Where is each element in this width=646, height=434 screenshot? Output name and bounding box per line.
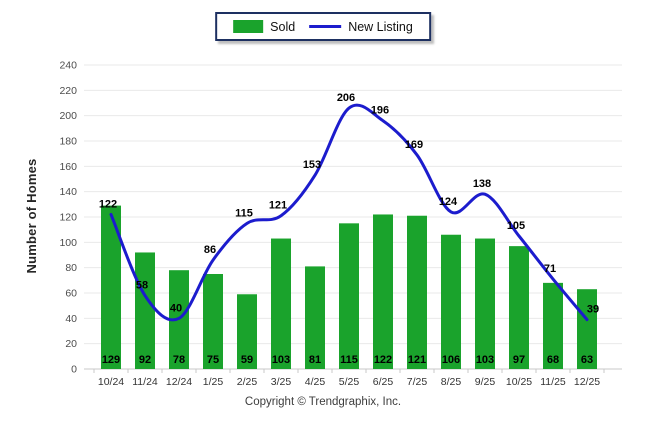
bar-sold: [101, 205, 121, 369]
y-tick-label: 40: [65, 313, 77, 325]
bar-sold: [441, 234, 461, 369]
x-axis-label: 11/24: [132, 376, 158, 388]
y-tick-label: 240: [59, 60, 77, 72]
x-axis-label: 5/25: [339, 376, 360, 388]
y-tick-label: 120: [59, 212, 77, 224]
line-value-label: 124: [439, 196, 458, 208]
bar-value-label: 103: [476, 354, 494, 366]
x-axis-label: 11/25: [540, 376, 566, 388]
y-tick-label: 140: [59, 186, 77, 198]
bar-value-label: 121: [408, 354, 426, 366]
bar-sold: [373, 214, 393, 369]
line-value-label: 153: [303, 159, 321, 171]
line-value-label: 121: [269, 200, 287, 212]
x-axis-label: 8/25: [441, 376, 462, 388]
y-tick-label: 200: [59, 110, 77, 122]
bar-value-label: 78: [173, 354, 185, 366]
line-value-label: 71: [544, 263, 556, 275]
bar-value-label: 115: [340, 354, 358, 366]
y-tick-label: 100: [59, 237, 77, 249]
bar-value-label: 63: [581, 354, 593, 366]
line-value-label: 40: [170, 302, 182, 314]
legend-item-new-listing[interactable]: New Listing: [309, 20, 413, 34]
y-tick-label: 20: [65, 338, 77, 350]
bar-value-label: 68: [547, 354, 559, 366]
line-value-label: 138: [473, 178, 491, 190]
line-value-label: 86: [204, 244, 216, 256]
bar-sold: [543, 282, 563, 369]
bar-value-label: 75: [207, 354, 219, 366]
bar-sold: [271, 238, 291, 369]
x-axis-label: 6/25: [373, 376, 394, 388]
legend: Sold New Listing: [215, 12, 431, 41]
x-axis-label: 3/25: [271, 376, 292, 388]
x-axis-label: 4/25: [305, 376, 326, 388]
bar-value-label: 106: [442, 354, 460, 366]
bar-sold: [305, 266, 325, 369]
legend-label-new-listing: New Listing: [348, 19, 413, 34]
bar-sold: [237, 294, 257, 369]
x-axis-label: 12/25: [574, 376, 600, 388]
bar-sold: [577, 289, 597, 369]
bar-value-label: 97: [513, 354, 525, 366]
x-axis-label: 10/25: [506, 376, 532, 388]
y-tick-label: 180: [59, 136, 77, 148]
new-listing-line-icon: [309, 25, 342, 28]
copyright-text: Copyright © Trendgraphix, Inc.: [244, 396, 402, 408]
bar-sold: [475, 238, 495, 369]
bar-value-label: 103: [272, 354, 290, 366]
bar-sold: [203, 274, 223, 369]
line-value-label: 122: [99, 198, 117, 210]
bar-value-label: 59: [241, 354, 253, 366]
bar-value-label: 81: [309, 354, 321, 366]
x-axis-label: 1/25: [203, 376, 224, 388]
y-tick-label: 80: [65, 262, 77, 274]
bar-sold: [135, 252, 155, 369]
bar-value-label: 129: [102, 354, 120, 366]
legend-item-sold[interactable]: Sold: [233, 20, 295, 34]
bar-value-label: 92: [139, 354, 151, 366]
x-axis-label: 2/25: [237, 376, 258, 388]
bar-value-label: 122: [374, 354, 392, 366]
x-axis-label: 7/25: [407, 376, 428, 388]
bar-sold: [407, 215, 427, 369]
line-value-label: 115: [235, 207, 253, 219]
line-value-label: 169: [405, 139, 423, 151]
y-tick-label: 0: [71, 364, 77, 376]
bar-sold: [509, 246, 529, 369]
x-axis-label: 10/24: [98, 376, 124, 388]
x-axis-label: 9/25: [475, 376, 496, 388]
y-tick-label: 220: [59, 85, 77, 97]
y-tick-label: 60: [65, 288, 77, 300]
sold-swatch-icon: [233, 20, 264, 33]
y-tick-label: 160: [59, 161, 77, 173]
bar-sold: [339, 223, 359, 369]
line-value-label: 206: [337, 92, 355, 104]
line-value-label: 105: [507, 220, 525, 232]
legend-label-sold: Sold: [270, 19, 296, 34]
line-value-label: 58: [136, 280, 148, 292]
x-axis-label: 12/24: [166, 376, 192, 388]
line-value-label: 196: [371, 105, 389, 117]
line-value-label: 39: [587, 304, 599, 316]
line-new-listing: [109, 103, 589, 322]
